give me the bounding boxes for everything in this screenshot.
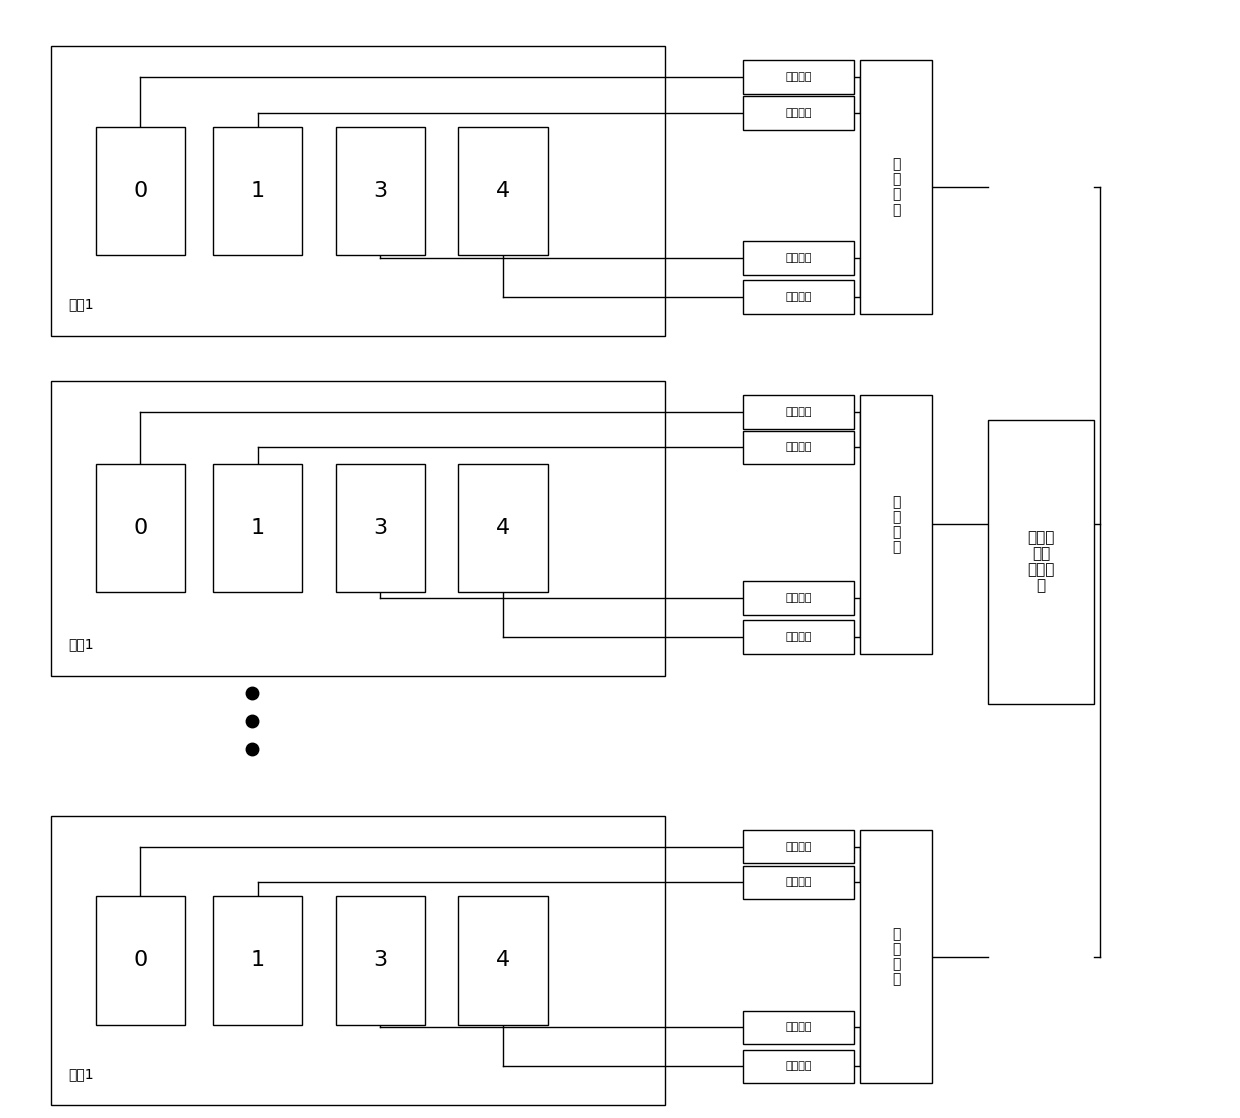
Text: 信号处理: 信号处理 (785, 407, 812, 417)
Text: 信号处理: 信号处理 (785, 73, 812, 83)
Bar (743, 281, 854, 314)
Text: 4: 4 (496, 950, 510, 970)
Text: 信号处理: 信号处理 (785, 878, 812, 888)
Bar (95, 897, 185, 1024)
Bar (743, 865, 854, 899)
Text: 0: 0 (134, 950, 148, 970)
Bar (859, 830, 932, 1083)
Text: 数
字
读
数: 数 字 读 数 (892, 495, 900, 555)
Text: 信号处理: 信号处理 (785, 1022, 812, 1032)
Bar (213, 897, 303, 1024)
Text: 用户1: 用户1 (68, 1067, 93, 1081)
Bar (95, 126, 185, 255)
Bar (51, 46, 665, 335)
Bar (743, 60, 854, 94)
Text: 1: 1 (250, 519, 264, 539)
Text: 信号处理: 信号处理 (785, 253, 812, 263)
Bar (743, 395, 854, 428)
Bar (95, 464, 185, 593)
Text: 3: 3 (373, 181, 387, 201)
Text: 数
字
读
数: 数 字 读 数 (892, 158, 900, 217)
Text: 电信号
转为
无线信
号: 电信号 转为 无线信 号 (1027, 530, 1055, 594)
Text: 信号处理: 信号处理 (785, 1061, 812, 1071)
Text: 信号处理: 信号处理 (785, 443, 812, 453)
Bar (859, 60, 932, 314)
Bar (213, 126, 303, 255)
Text: 4: 4 (496, 519, 510, 539)
Text: 0: 0 (134, 181, 148, 201)
Bar (743, 620, 854, 654)
Text: 信号处理: 信号处理 (785, 292, 812, 302)
Text: 3: 3 (373, 950, 387, 970)
Bar (336, 126, 425, 255)
Bar (743, 830, 854, 863)
Bar (859, 395, 932, 654)
Text: 用户1: 用户1 (68, 637, 93, 652)
Bar (459, 126, 548, 255)
Bar (988, 419, 1094, 704)
Bar (743, 581, 854, 615)
Text: 4: 4 (496, 181, 510, 201)
Text: 1: 1 (250, 950, 264, 970)
Bar (51, 815, 665, 1106)
Text: 1: 1 (250, 181, 264, 201)
Bar (743, 96, 854, 130)
Text: 信号处理: 信号处理 (785, 842, 812, 852)
Bar (743, 241, 854, 275)
Bar (336, 464, 425, 593)
Text: 信号处理: 信号处理 (785, 632, 812, 642)
Bar (743, 1050, 854, 1083)
Text: 信号处理: 信号处理 (785, 108, 812, 117)
Bar (51, 380, 665, 676)
Text: 信号处理: 信号处理 (785, 593, 812, 603)
Bar (743, 430, 854, 464)
Text: 3: 3 (373, 519, 387, 539)
Text: 0: 0 (134, 519, 148, 539)
Text: 数
字
读
数: 数 字 读 数 (892, 927, 900, 986)
Bar (459, 897, 548, 1024)
Bar (459, 464, 548, 593)
Bar (213, 464, 303, 593)
Bar (743, 1011, 854, 1044)
Text: 用户1: 用户1 (68, 297, 93, 312)
Bar (336, 897, 425, 1024)
